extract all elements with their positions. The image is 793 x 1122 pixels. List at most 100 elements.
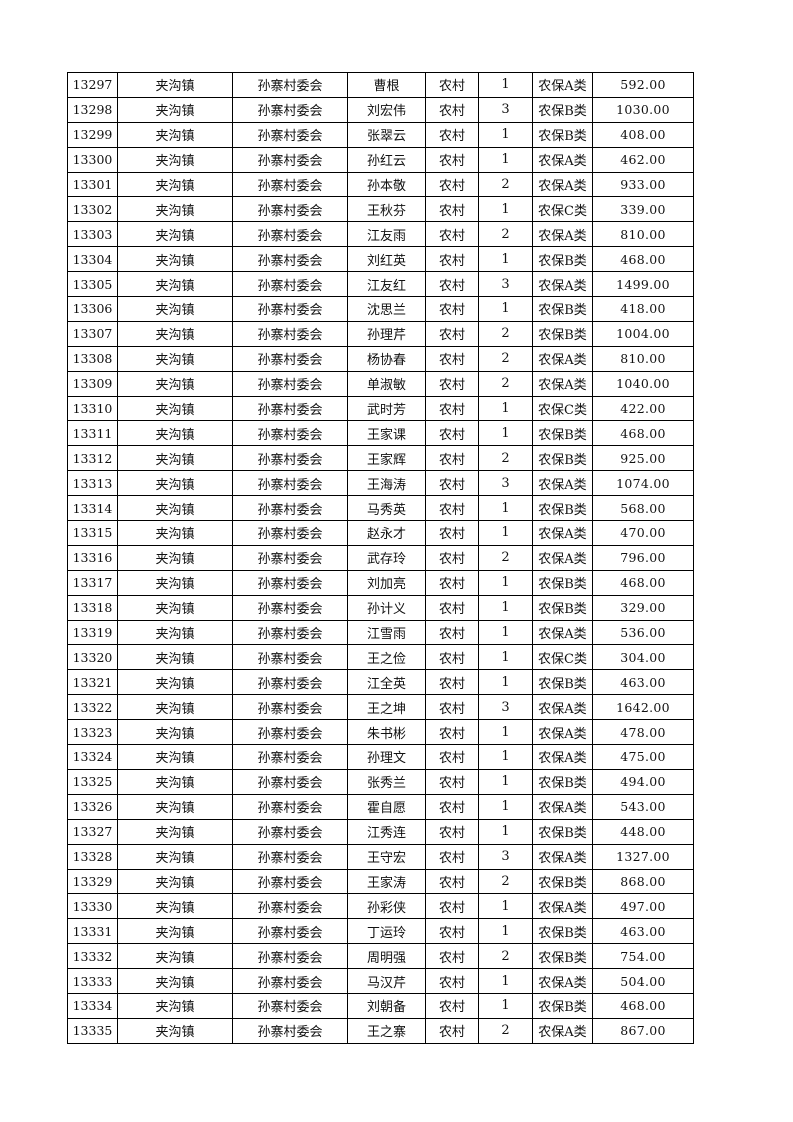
cell-area: 农村 <box>425 495 479 522</box>
table-row: 13302 夹沟镇 孙寨村委会 王秋芬 农村 1 农保C类 339.00 <box>67 196 694 223</box>
cell-amount: 468.00 <box>592 420 694 447</box>
cell-id: 13307 <box>67 320 118 347</box>
cell-town: 夹沟镇 <box>117 569 233 596</box>
cell-category: 农保C类 <box>532 644 593 671</box>
cell-village: 孙寨村委会 <box>232 470 348 497</box>
cell-village: 孙寨村委会 <box>232 793 348 820</box>
cell-town: 夹沟镇 <box>117 644 233 671</box>
cell-id: 13311 <box>67 420 118 447</box>
cell-count: 1 <box>478 918 533 945</box>
cell-village: 孙寨村委会 <box>232 918 348 945</box>
cell-amount: 468.00 <box>592 992 694 1019</box>
cell-name: 王家辉 <box>347 445 426 472</box>
cell-id: 13300 <box>67 146 118 173</box>
cell-amount: 1642.00 <box>592 694 694 721</box>
cell-category: 农保B类 <box>532 818 593 845</box>
cell-village: 孙寨村委会 <box>232 196 348 223</box>
cell-village: 孙寨村委会 <box>232 495 348 522</box>
cell-town: 夹沟镇 <box>117 72 233 98</box>
cell-count: 1 <box>478 992 533 1019</box>
table-row: 13330 夹沟镇 孙寨村委会 孙彩侠 农村 1 农保A类 497.00 <box>67 893 694 920</box>
cell-amount: 1004.00 <box>592 320 694 347</box>
cell-category: 农保A类 <box>532 271 593 298</box>
cell-name: 孙计义 <box>347 594 426 621</box>
cell-count: 1 <box>478 818 533 845</box>
cell-category: 农保A类 <box>532 345 593 372</box>
cell-count: 1 <box>478 72 533 98</box>
cell-category: 农保A类 <box>532 470 593 497</box>
cell-town: 夹沟镇 <box>117 171 233 198</box>
cell-area: 农村 <box>425 868 479 895</box>
cell-category: 农保A类 <box>532 520 593 546</box>
table-row: 13317 夹沟镇 孙寨村委会 刘加亮 农村 1 农保B类 468.00 <box>67 569 694 596</box>
cell-category: 农保A类 <box>532 221 593 248</box>
cell-amount: 868.00 <box>592 868 694 895</box>
cell-village: 孙寨村委会 <box>232 520 348 546</box>
cell-village: 孙寨村委会 <box>232 868 348 895</box>
cell-town: 夹沟镇 <box>117 370 233 397</box>
cell-village: 孙寨村委会 <box>232 221 348 248</box>
cell-count: 1 <box>478 893 533 920</box>
cell-amount: 1040.00 <box>592 370 694 397</box>
cell-area: 农村 <box>425 992 479 1019</box>
cell-village: 孙寨村委会 <box>232 96 348 123</box>
cell-area: 农村 <box>425 843 479 870</box>
cell-area: 农村 <box>425 196 479 223</box>
cell-amount: 543.00 <box>592 793 694 820</box>
cell-name: 刘宏伟 <box>347 96 426 123</box>
cell-area: 农村 <box>425 544 479 571</box>
table-row: 13301 夹沟镇 孙寨村委会 孙本敬 农村 2 农保A类 933.00 <box>67 171 694 198</box>
cell-town: 夹沟镇 <box>117 843 233 870</box>
cell-town: 夹沟镇 <box>117 1017 233 1044</box>
cell-area: 农村 <box>425 669 479 696</box>
cell-amount: 468.00 <box>592 569 694 596</box>
cell-area: 农村 <box>425 171 479 198</box>
cell-category: 农保B类 <box>532 868 593 895</box>
cell-name: 王之寨 <box>347 1017 426 1044</box>
cell-count: 1 <box>478 121 533 148</box>
cell-category: 农保A类 <box>532 843 593 870</box>
cell-town: 夹沟镇 <box>117 669 233 696</box>
cell-town: 夹沟镇 <box>117 619 233 646</box>
cell-name: 马秀英 <box>347 495 426 522</box>
cell-town: 夹沟镇 <box>117 768 233 795</box>
cell-area: 农村 <box>425 694 479 721</box>
cell-category: 农保A类 <box>532 619 593 646</box>
cell-village: 孙寨村委会 <box>232 544 348 571</box>
cell-count: 3 <box>478 271 533 298</box>
cell-village: 孙寨村委会 <box>232 445 348 472</box>
cell-count: 1 <box>478 744 533 770</box>
cell-id: 13325 <box>67 768 118 795</box>
table-row: 13319 夹沟镇 孙寨村委会 江雪雨 农村 1 农保A类 536.00 <box>67 619 694 646</box>
cell-count: 2 <box>478 445 533 472</box>
table-row: 13324 夹沟镇 孙寨村委会 孙理文 农村 1 农保A类 475.00 <box>67 744 694 770</box>
cell-count: 3 <box>478 96 533 123</box>
table-row: 13307 夹沟镇 孙寨村委会 孙理芹 农村 2 农保B类 1004.00 <box>67 320 694 347</box>
cell-category: 农保A类 <box>532 544 593 571</box>
cell-id: 13313 <box>67 470 118 497</box>
cell-name: 刘加亮 <box>347 569 426 596</box>
cell-town: 夹沟镇 <box>117 320 233 347</box>
cell-amount: 418.00 <box>592 296 694 322</box>
cell-name: 王秋芬 <box>347 196 426 223</box>
cell-village: 孙寨村委会 <box>232 171 348 198</box>
table-body: 13297 夹沟镇 孙寨村委会 曹根 农村 1 农保A类 592.00 13298 夹沟镇 孙寨村委… <box>67 72 694 1044</box>
cell-village: 孙寨村委会 <box>232 744 348 770</box>
cell-count: 1 <box>478 495 533 522</box>
cell-town: 夹沟镇 <box>117 694 233 721</box>
cell-town: 夹沟镇 <box>117 893 233 920</box>
cell-area: 农村 <box>425 72 479 98</box>
cell-name: 王海涛 <box>347 470 426 497</box>
cell-count: 2 <box>478 171 533 198</box>
cell-town: 夹沟镇 <box>117 96 233 123</box>
cell-amount: 470.00 <box>592 520 694 546</box>
cell-town: 夹沟镇 <box>117 296 233 322</box>
cell-area: 农村 <box>425 893 479 920</box>
cell-count: 1 <box>478 569 533 596</box>
table-row: 13318 夹沟镇 孙寨村委会 孙计义 农村 1 农保B类 329.00 <box>67 594 694 621</box>
cell-category: 农保A类 <box>532 146 593 173</box>
cell-id: 13306 <box>67 296 118 322</box>
cell-amount: 504.00 <box>592 968 694 994</box>
cell-id: 13319 <box>67 619 118 646</box>
cell-town: 夹沟镇 <box>117 395 233 422</box>
